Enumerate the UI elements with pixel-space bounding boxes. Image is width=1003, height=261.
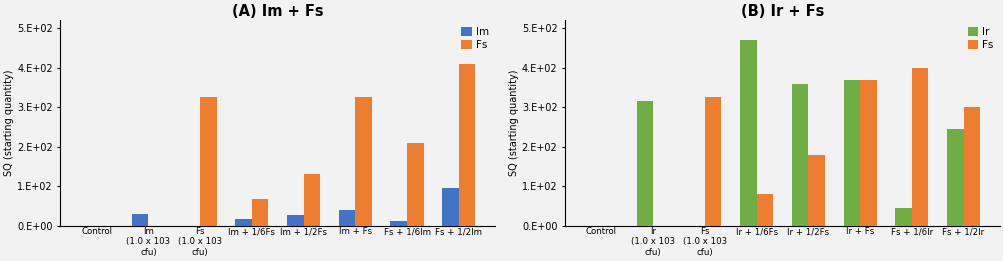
Title: (A) Im + Fs: (A) Im + Fs xyxy=(232,4,323,19)
Title: (B) Ir + Fs: (B) Ir + Fs xyxy=(740,4,823,19)
Bar xyxy=(235,218,252,226)
Bar xyxy=(739,40,756,226)
Bar xyxy=(355,97,371,226)
Bar xyxy=(338,210,355,226)
Bar xyxy=(911,68,928,226)
Y-axis label: SQ (starting quantity): SQ (starting quantity) xyxy=(509,70,519,176)
Bar xyxy=(458,64,474,226)
Bar xyxy=(131,214,148,226)
Bar xyxy=(303,174,320,226)
Bar xyxy=(860,80,876,226)
Bar xyxy=(895,208,911,226)
Bar xyxy=(704,97,721,226)
Bar xyxy=(636,101,653,226)
Bar xyxy=(441,188,458,226)
Bar xyxy=(406,143,423,226)
Legend: Im, Fs: Im, Fs xyxy=(456,22,492,54)
Bar xyxy=(963,107,979,226)
Bar xyxy=(287,215,303,226)
Bar xyxy=(946,129,963,226)
Bar xyxy=(756,194,772,226)
Legend: Ir, Fs: Ir, Fs xyxy=(963,22,997,54)
Bar xyxy=(791,84,807,226)
Bar xyxy=(807,155,824,226)
Bar xyxy=(390,221,406,226)
Y-axis label: SQ (starting quantity): SQ (starting quantity) xyxy=(4,70,14,176)
Bar xyxy=(843,80,860,226)
Bar xyxy=(200,97,217,226)
Bar xyxy=(252,199,268,226)
